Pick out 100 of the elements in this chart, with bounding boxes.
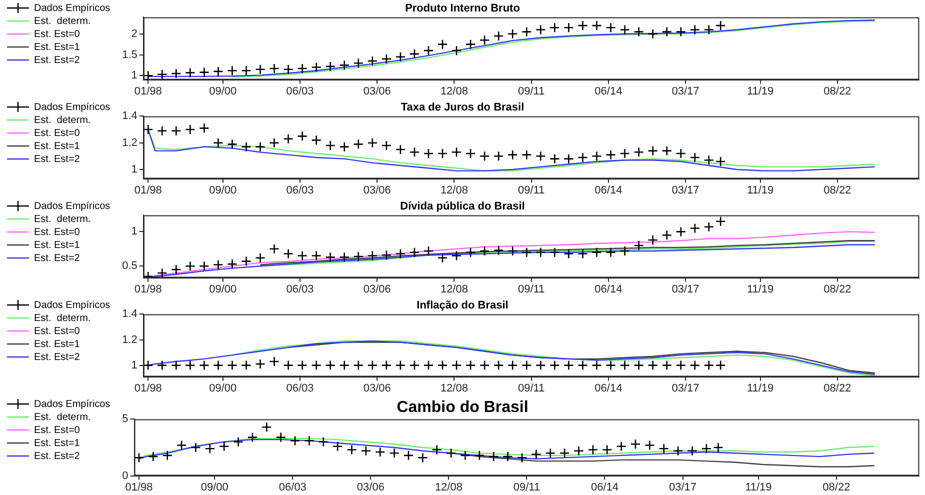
point <box>550 22 560 33</box>
x-tick-label: 12/08 <box>440 382 468 394</box>
point <box>446 448 456 458</box>
point <box>701 443 712 454</box>
x-tick-label: 06/14 <box>594 382 622 394</box>
point <box>662 230 672 240</box>
legend-label: Est. Est=1 <box>34 438 80 449</box>
point <box>536 151 546 162</box>
point <box>704 222 714 232</box>
point <box>578 248 588 259</box>
point <box>325 252 336 262</box>
point <box>507 150 518 160</box>
point <box>536 247 546 258</box>
x-tick-label: 03/17 <box>669 481 697 494</box>
point <box>531 449 542 460</box>
point <box>516 452 528 463</box>
x-tick-label: 09/11 <box>513 481 540 494</box>
x-tick-label: 09/00 <box>209 382 237 394</box>
point <box>262 422 272 432</box>
point <box>143 70 154 80</box>
point <box>255 252 266 263</box>
point <box>176 440 187 450</box>
point <box>227 65 238 76</box>
point <box>290 436 300 446</box>
legend-label: Est. Est=2 <box>34 450 80 462</box>
point <box>488 451 499 462</box>
point <box>227 139 238 150</box>
y-tick-label: 0 <box>122 470 128 482</box>
point <box>241 65 252 76</box>
point <box>170 68 182 79</box>
x-tick-label: 01/98 <box>134 184 162 196</box>
point <box>713 442 724 453</box>
point <box>451 250 462 261</box>
point <box>620 24 630 35</box>
point <box>339 60 350 70</box>
point <box>592 20 602 31</box>
point <box>536 24 546 35</box>
point <box>213 66 224 77</box>
point <box>325 61 336 72</box>
point <box>479 151 490 162</box>
legend-label: Est. Est=2 <box>34 252 80 264</box>
point <box>479 35 490 46</box>
x-tick-label: 09/00 <box>209 283 237 296</box>
point <box>304 436 314 446</box>
point <box>574 446 584 456</box>
x-tick-label: 01/98 <box>125 481 153 494</box>
point <box>634 26 644 37</box>
x-tick-label: 09/11 <box>518 184 545 196</box>
y-tick-label: 1.2 <box>122 136 138 149</box>
legend-label: Est. determ. <box>34 214 91 225</box>
chart-title: Dívida pública do Brasil <box>400 200 525 213</box>
point <box>170 264 182 275</box>
legend-label: Est. Est=1 <box>34 42 80 53</box>
point <box>658 443 670 454</box>
point <box>185 68 196 78</box>
x-tick-label: 03/17 <box>672 283 700 296</box>
point <box>353 251 364 262</box>
point <box>465 148 476 159</box>
point <box>199 123 210 134</box>
x-tick-label: 09/11 <box>518 283 545 296</box>
point <box>255 142 266 152</box>
point <box>395 52 406 62</box>
x-tick-label: 03/06 <box>356 481 384 494</box>
x-tick-label: 06/03 <box>286 85 314 98</box>
point <box>676 148 686 159</box>
point <box>564 248 574 259</box>
x-tick-label: 08/22 <box>824 184 852 196</box>
point <box>644 440 655 450</box>
point <box>247 432 258 442</box>
point <box>311 135 322 146</box>
point <box>395 248 406 259</box>
point <box>588 444 598 455</box>
y-tick-label: 1.4 <box>122 308 138 320</box>
point <box>204 443 216 454</box>
point <box>374 446 386 458</box>
point <box>606 22 616 33</box>
point <box>403 450 414 461</box>
point <box>241 142 252 152</box>
x-tick-label: 08/22 <box>824 382 852 394</box>
x-tick-label: 09/00 <box>209 184 237 196</box>
y-tick-label: 1 <box>131 226 138 238</box>
legend-label: Est. Est=1 <box>34 240 80 251</box>
point <box>346 444 357 455</box>
point <box>578 152 588 163</box>
legend-label: Est. determ. <box>34 114 91 126</box>
point <box>213 138 224 148</box>
x-tick-label: 09/11 <box>518 85 545 98</box>
y-tick-label: 1 <box>131 164 138 176</box>
y-tick-label: 2 <box>131 28 138 40</box>
x-tick-label: 12/08 <box>440 184 468 196</box>
point <box>620 148 630 159</box>
x-tick-label: 06/03 <box>286 184 314 196</box>
point <box>395 144 406 155</box>
point <box>502 451 513 462</box>
point <box>479 246 490 256</box>
x-tick-label: 06/14 <box>594 85 622 98</box>
point <box>634 240 644 251</box>
point <box>432 444 442 455</box>
chart-title: Produto Interno Bruto <box>405 2 520 15</box>
point <box>715 216 726 227</box>
